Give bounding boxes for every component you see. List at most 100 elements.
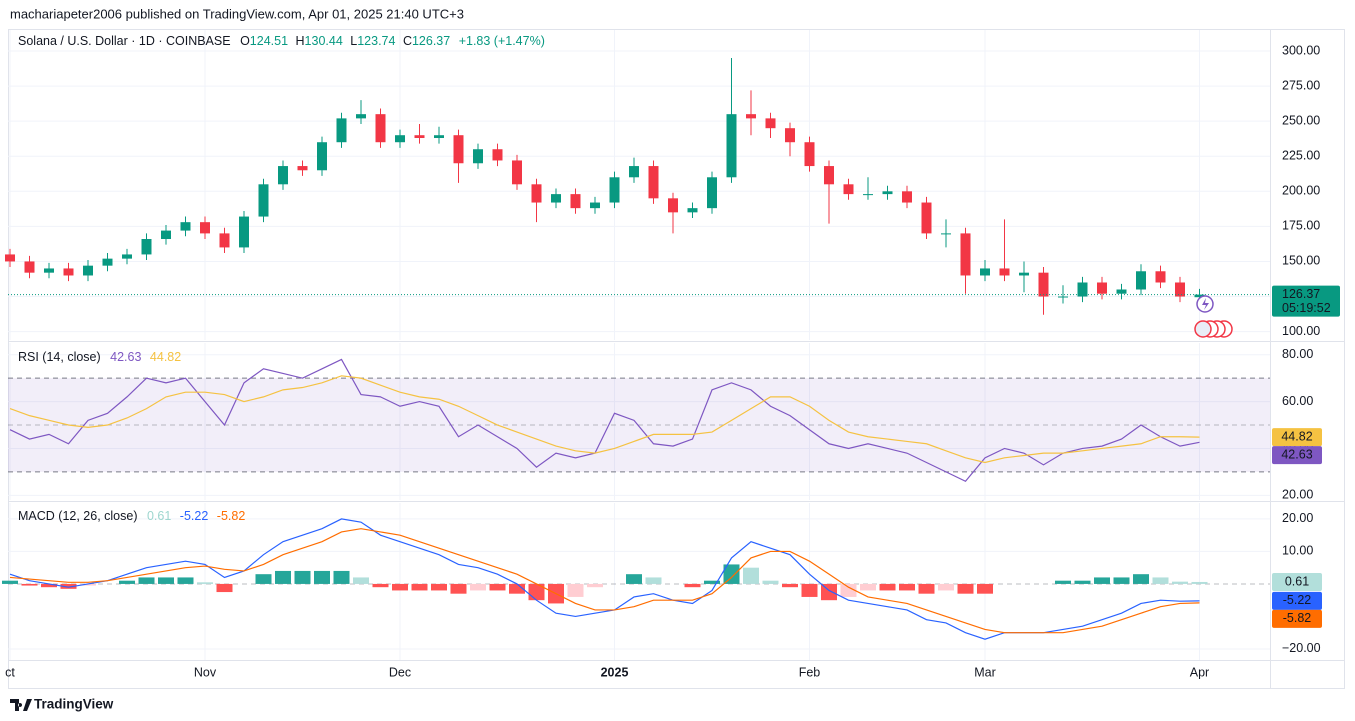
candle-body xyxy=(395,135,405,143)
histogram-bar xyxy=(860,583,876,591)
histogram-bar xyxy=(626,574,642,584)
histogram-bar xyxy=(431,583,447,591)
candle-body xyxy=(1116,289,1127,294)
histogram-bar xyxy=(1133,574,1149,584)
candle-body xyxy=(551,194,561,203)
price-badge xyxy=(1272,428,1322,447)
histogram-bar xyxy=(255,574,272,584)
histogram-bar xyxy=(158,577,174,584)
histogram-bar xyxy=(762,580,779,584)
candle-body xyxy=(453,135,464,164)
candle-body xyxy=(765,118,776,129)
candle-body xyxy=(83,265,93,276)
candle-body xyxy=(512,160,522,185)
histogram-bar xyxy=(1152,577,1169,584)
histogram-bar xyxy=(411,583,428,591)
chart-icons xyxy=(1194,295,1233,338)
brand: TradingView xyxy=(34,697,114,712)
candle-body xyxy=(239,216,249,248)
histogram-bar xyxy=(314,570,330,584)
x-tick-label: Feb xyxy=(799,665,821,679)
candle-body xyxy=(317,142,327,171)
histogram-bar xyxy=(977,583,993,594)
histogram-bar xyxy=(821,583,837,601)
histogram-bar xyxy=(1094,577,1110,584)
histogram-bar xyxy=(1172,581,1188,584)
candle-body xyxy=(200,222,210,234)
ohlc-letter: H xyxy=(296,34,305,48)
series-line xyxy=(9,358,1200,482)
candle-body xyxy=(1077,282,1088,297)
y-tick-label: 60.00 xyxy=(1282,394,1313,408)
macd-value: -5.22 xyxy=(180,509,209,523)
histogram-bar xyxy=(938,583,954,591)
histogram-bar xyxy=(60,583,77,589)
flag-icon xyxy=(1194,320,1212,338)
candle-body xyxy=(785,128,795,143)
histogram-bar xyxy=(704,580,720,584)
x-tick-label: Dec xyxy=(389,665,411,679)
candle-body xyxy=(180,222,191,231)
candle-body xyxy=(356,114,366,119)
candle-body xyxy=(960,233,971,276)
ohlc-value: 130.44 xyxy=(305,34,343,48)
histogram-bar xyxy=(372,583,389,588)
candle-body xyxy=(882,191,893,195)
candle-body xyxy=(24,261,35,273)
badge-label: -5.22 xyxy=(1283,593,1312,607)
histogram-bar xyxy=(918,583,935,594)
histogram-bar xyxy=(645,577,662,584)
candle-body xyxy=(414,135,425,139)
brand-logo xyxy=(10,699,32,711)
y-tick-label: 300.00 xyxy=(1282,43,1320,57)
candle-body xyxy=(707,177,717,209)
frame xyxy=(8,29,1345,689)
histogram-bar xyxy=(567,583,584,597)
event-icon xyxy=(1202,298,1209,310)
candle-body xyxy=(1155,271,1166,283)
candle-body xyxy=(1058,296,1068,298)
histogram-bar xyxy=(509,583,525,594)
histogram-bar xyxy=(1055,580,1071,584)
candle-body xyxy=(141,239,152,255)
candle-body xyxy=(824,166,834,185)
candle-body xyxy=(5,254,15,262)
price-badge xyxy=(1272,591,1322,610)
candle-body xyxy=(1175,282,1185,297)
symbol-title: Solana / U.S. Dollar · 1D · COINBASE xyxy=(18,34,231,48)
rsi-ma-value: 44.82 xyxy=(150,350,181,364)
candle-body xyxy=(1019,272,1029,276)
histogram-bar xyxy=(743,567,759,584)
x-tick-label: Nov xyxy=(194,665,217,679)
histogram-bar xyxy=(470,583,486,591)
histogram-bar xyxy=(450,583,467,594)
candle-body xyxy=(63,268,74,276)
histogram-bar xyxy=(216,583,233,593)
candle-body xyxy=(1194,294,1205,298)
price-badge xyxy=(1272,285,1340,317)
candle-body xyxy=(726,114,737,178)
candle-body xyxy=(590,202,600,209)
histogram-bar xyxy=(275,570,291,584)
histogram-bar xyxy=(2,580,18,584)
histogram-bar xyxy=(684,583,701,588)
histogram-value: 0.61 xyxy=(147,509,171,523)
candle-body xyxy=(336,118,347,143)
badge-label: 0.61 xyxy=(1285,574,1309,588)
candle-body xyxy=(1038,272,1049,297)
candle-body xyxy=(278,166,288,185)
candle-body xyxy=(122,254,132,259)
y-tick-label: 80.00 xyxy=(1282,347,1313,361)
histogram-bar xyxy=(782,583,798,588)
candle-body xyxy=(44,268,54,273)
candle-body xyxy=(531,184,542,203)
last-price: 126.37 xyxy=(1282,287,1320,301)
candle-body xyxy=(1136,271,1146,290)
candle-body xyxy=(980,268,990,276)
histogram-bar xyxy=(1113,577,1130,584)
histogram-bar xyxy=(333,570,350,584)
histogram-bar xyxy=(1074,580,1091,584)
candle-body xyxy=(629,166,639,178)
candle-body xyxy=(570,194,581,209)
candle-body xyxy=(161,230,171,240)
